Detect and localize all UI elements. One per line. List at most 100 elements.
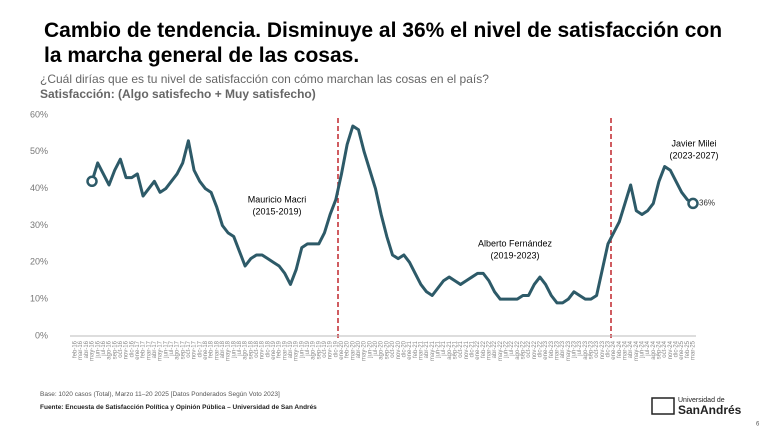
x-tick-label: mar-17 xyxy=(146,340,152,360)
x-tick-label: feb-19 xyxy=(277,340,283,358)
x-tick-label: jun-18 xyxy=(231,340,237,358)
x-tick-label: jun-21 xyxy=(435,340,441,358)
x-tick-label: sep-18 xyxy=(248,340,254,359)
x-tick-label: nov-24 xyxy=(668,340,674,359)
x-tick-label: ene-24 xyxy=(611,340,617,359)
x-tick-label: dic-23 xyxy=(606,340,612,357)
x-tick-label: abr-18 xyxy=(220,340,226,358)
x-tick-label: abr-16 xyxy=(84,340,90,358)
x-tick-label: mar-23 xyxy=(555,340,561,360)
x-tick-label: jun-19 xyxy=(299,340,305,358)
x-tick-label: oct-18 xyxy=(254,340,260,357)
x-tick-label: nov-20 xyxy=(396,340,402,359)
annotation: Mauricio Macri xyxy=(248,194,307,204)
x-tick-label: ene-20 xyxy=(339,340,345,359)
x-tick-label: mar-18 xyxy=(214,340,220,360)
x-tick-label: sep-24 xyxy=(657,340,663,359)
x-tick-label: nov-23 xyxy=(600,340,606,359)
y-tick-label: 10% xyxy=(30,294,48,304)
end-marker xyxy=(86,175,98,188)
x-tick-label: feb-25 xyxy=(685,340,691,358)
x-tick-label: ene-19 xyxy=(271,340,277,359)
annotation: (2015-2019) xyxy=(252,206,301,216)
x-tick-label: oct-17 xyxy=(186,340,192,357)
x-tick-label: sep-23 xyxy=(589,340,595,359)
x-tick-label: may-16 xyxy=(90,340,96,361)
x-tick-label: may-19 xyxy=(294,340,300,361)
x-tick-label: jun-20 xyxy=(367,340,373,358)
x-tick-label: feb-20 xyxy=(345,340,351,358)
x-tick-label: abr-20 xyxy=(356,340,362,358)
x-tick-label: ene-18 xyxy=(203,340,209,359)
x-tick-label: ago-17 xyxy=(175,340,181,359)
base-note: Base: 1020 casos (Total), Marzo 11–20 20… xyxy=(40,391,280,398)
y-tick-label: 20% xyxy=(30,257,48,267)
y-tick-label: 50% xyxy=(30,146,48,156)
x-tick-label: nov-22 xyxy=(532,340,538,359)
x-tick-label: may-23 xyxy=(566,340,572,361)
annotation: Javier Milei xyxy=(671,138,716,148)
x-tick-label: dic-16 xyxy=(129,340,135,357)
x-tick-label: feb-18 xyxy=(209,340,215,358)
x-tick-label: feb-23 xyxy=(549,340,555,358)
x-tick-label: jul-24 xyxy=(645,340,651,356)
annotation: (2023-2027) xyxy=(669,150,718,160)
x-tick-label: ene-22 xyxy=(475,340,481,359)
x-tick-label: ene-25 xyxy=(679,340,685,359)
x-tick-label: oct-21 xyxy=(458,340,464,357)
x-tick-label: mar-16 xyxy=(78,340,84,360)
x-tick-label: abr-22 xyxy=(492,340,498,358)
x-tick-label: ago-18 xyxy=(243,340,249,359)
x-tick-label: oct-24 xyxy=(662,340,668,357)
x-tick-label: ago-19 xyxy=(311,340,317,359)
x-tick-label: sep-21 xyxy=(452,340,458,359)
x-tick-label: feb-16 xyxy=(73,340,79,358)
x-tick-label: dic-18 xyxy=(265,340,271,357)
annotation: (2019-2023) xyxy=(490,250,539,260)
logo-icon xyxy=(651,397,675,415)
page-number: 6 xyxy=(756,422,760,428)
x-tick-label: abr-24 xyxy=(628,340,634,358)
x-tick-label: abr-19 xyxy=(288,340,294,358)
x-tick-label: jul-16 xyxy=(101,340,107,356)
x-tick-label: ene-23 xyxy=(543,340,549,359)
x-tick-label: may-24 xyxy=(634,340,640,361)
x-tick-label: jun-17 xyxy=(163,340,169,358)
x-tick-label: jul-22 xyxy=(509,340,515,356)
x-tick-label: sep-20 xyxy=(384,340,390,359)
x-tick-label: sep-16 xyxy=(112,340,118,359)
end-marker xyxy=(687,197,699,210)
x-tick-label: may-21 xyxy=(430,340,436,361)
line xyxy=(90,124,694,305)
x-tick-label: mar-19 xyxy=(282,340,288,360)
x-tick-label: may-22 xyxy=(498,340,504,361)
x-tick-label: nov-21 xyxy=(464,340,470,359)
x-tick-label: ago-16 xyxy=(107,340,113,359)
x-tick-label: oct-20 xyxy=(390,340,396,357)
logo-text: Universidad de xyxy=(678,397,725,404)
x-tick-label: abr-17 xyxy=(152,340,158,358)
x-tick-label: jul-20 xyxy=(373,340,379,356)
x-tick-label: feb-17 xyxy=(141,340,147,358)
x-tick-label: nov-19 xyxy=(328,340,334,359)
x-tick-label: mar-24 xyxy=(623,340,629,360)
x-tick-label: oct-22 xyxy=(526,340,532,357)
x-tick-label: dic-22 xyxy=(537,340,543,357)
x-tick-label: dic-17 xyxy=(197,340,203,357)
annotation: Alberto Fernández xyxy=(478,238,553,248)
y-tick-label: 30% xyxy=(30,220,48,230)
x-tick-label: mar-20 xyxy=(350,340,356,360)
x-tick-label: oct-19 xyxy=(322,340,328,357)
measure: Satisfacción: (Algo satisfecho + Muy sat… xyxy=(40,87,316,101)
x-tick-label: feb-21 xyxy=(413,340,419,358)
x-tick-label: jul-19 xyxy=(305,340,311,356)
x-tick-label: feb-22 xyxy=(481,340,487,358)
x-tick-label: feb-24 xyxy=(617,340,623,358)
y-tick-label: 40% xyxy=(30,183,48,193)
x-tick-label: jun-23 xyxy=(572,340,578,358)
logo-text: SanAndrés xyxy=(678,403,742,417)
x-tick-label: ago-20 xyxy=(379,340,385,359)
x-tick-label: ene-21 xyxy=(407,340,413,359)
x-tick-label: jul-21 xyxy=(441,340,447,356)
